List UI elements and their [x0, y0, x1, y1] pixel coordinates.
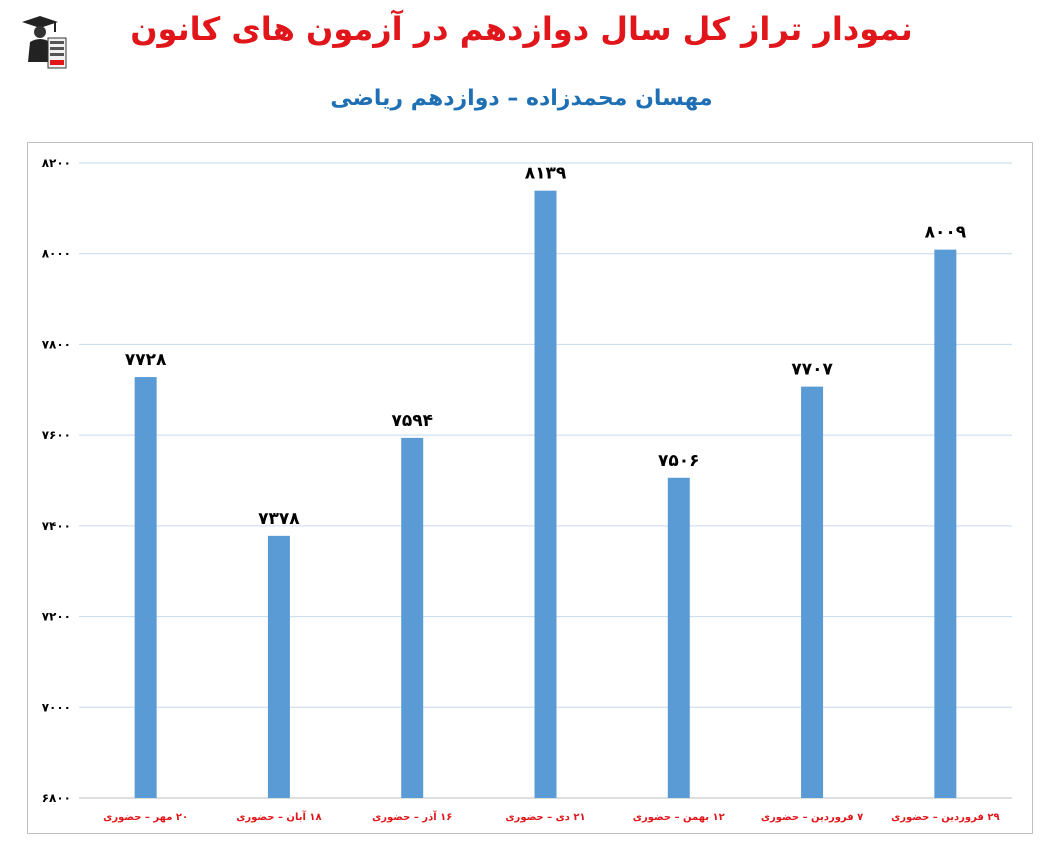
y-tick-label: ۶۸۰۰	[42, 791, 71, 805]
x-category-label: ۲۱ دی – حضوری	[505, 812, 585, 823]
y-tick-label: ۷۲۰۰	[42, 610, 71, 624]
bar-value-label: ۷۳۷۸	[258, 509, 300, 529]
bar-value-label: ۷۷۲۸	[125, 350, 167, 370]
bar	[667, 477, 690, 798]
x-category-label: ۷ فروردین – حضوری	[761, 812, 863, 823]
bar-value-label: ۸۱۳۹	[525, 164, 567, 184]
kanoon-logo-icon	[18, 12, 68, 76]
bar	[534, 190, 557, 799]
x-category-label: ۱۲ بهمن – حضوری	[633, 812, 725, 823]
bar-chart: ۶۸۰۰ ۷۰۰۰ ۷۲۰۰ ۷۴۰۰ ۷۶۰۰ ۷۸۰۰ ۸۰۰۰ ۸۲۰۰ ۷۷۲۸ ۲۰ م…	[42, 156, 1012, 823]
chart-title: نمودار تراز کل سال دوازدهم در آزمون های …	[130, 10, 913, 48]
y-tick-label: ۷۶۰۰	[42, 428, 71, 442]
bar-value-label: ۷۷۰۷	[791, 360, 833, 380]
bar-value-label: ۷۵۰۶	[658, 451, 700, 471]
bar	[934, 249, 957, 798]
y-tick-label: ۷۰۰۰	[42, 700, 71, 714]
x-category-label: ۱۶ آذر – حضوری	[372, 810, 452, 823]
x-category-label: ۲۰ مهر – حضوری	[103, 812, 188, 823]
chart-subtitle: مهسان محمدزاده – دوازدهم ریاضی	[330, 86, 713, 111]
bar-value-label: ۷۵۹۴	[391, 411, 433, 431]
y-tick-label: ۸۰۰۰	[42, 247, 71, 261]
x-category-label: ۲۹ فروردین – حضوری	[891, 812, 1000, 823]
bar	[801, 386, 824, 798]
y-tick-label: ۸۲۰۰	[42, 156, 71, 170]
bar-value-label: ۸۰۰۹	[925, 223, 967, 243]
x-category-label: ۱۸ آبان – حضوری	[236, 810, 321, 823]
y-tick-label: ۷۸۰۰	[42, 337, 71, 351]
bar	[134, 377, 157, 798]
chart-area: ۶۸۰۰ ۷۰۰۰ ۷۲۰۰ ۷۴۰۰ ۷۶۰۰ ۷۸۰۰ ۸۰۰۰ ۸۲۰۰ ۷۷۲۸ ۲۰ م…	[27, 142, 1033, 834]
y-tick-label: ۷۴۰۰	[42, 519, 71, 533]
bar	[401, 437, 424, 798]
bar	[267, 535, 290, 798]
